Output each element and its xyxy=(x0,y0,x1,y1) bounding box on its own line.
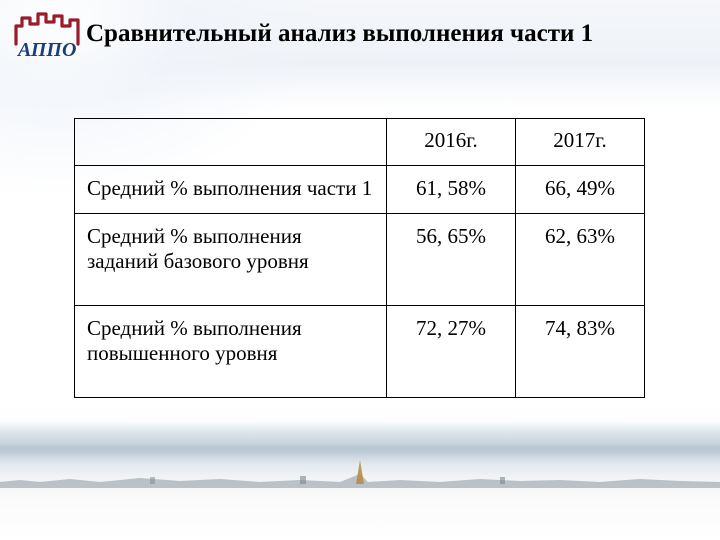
page-title: Сравнительный анализ выполнения части 1 xyxy=(86,20,700,48)
row-label: Средний % выполнения повышенного уровня xyxy=(75,306,387,398)
logo: АППО xyxy=(10,6,88,60)
header-blank xyxy=(75,119,387,166)
header-2016: 2016г. xyxy=(387,119,516,166)
skyline-silhouette xyxy=(0,460,720,488)
cell-value: 61, 58% xyxy=(387,166,516,214)
cell-value: 56, 65% xyxy=(387,214,516,306)
row-label: Средний % выполнения части 1 xyxy=(75,166,387,214)
table-row: Средний % выполнения заданий базового ур… xyxy=(75,214,645,306)
row-label: Средний % выполнения заданий базового ур… xyxy=(75,214,387,306)
logo-text: АППО xyxy=(16,39,76,60)
cell-value: 62, 63% xyxy=(516,214,645,306)
cell-value: 66, 49% xyxy=(516,166,645,214)
table-header-row: 2016г. 2017г. xyxy=(75,119,645,166)
table-row: Средний % выполнения части 1 61, 58% 66,… xyxy=(75,166,645,214)
cell-value: 72, 27% xyxy=(387,306,516,398)
cell-value: 74, 83% xyxy=(516,306,645,398)
table-row: Средний % выполнения повышенного уровня … xyxy=(75,306,645,398)
comparison-table: 2016г. 2017г. Средний % выполнения части… xyxy=(74,118,644,398)
header-2017: 2017г. xyxy=(516,119,645,166)
